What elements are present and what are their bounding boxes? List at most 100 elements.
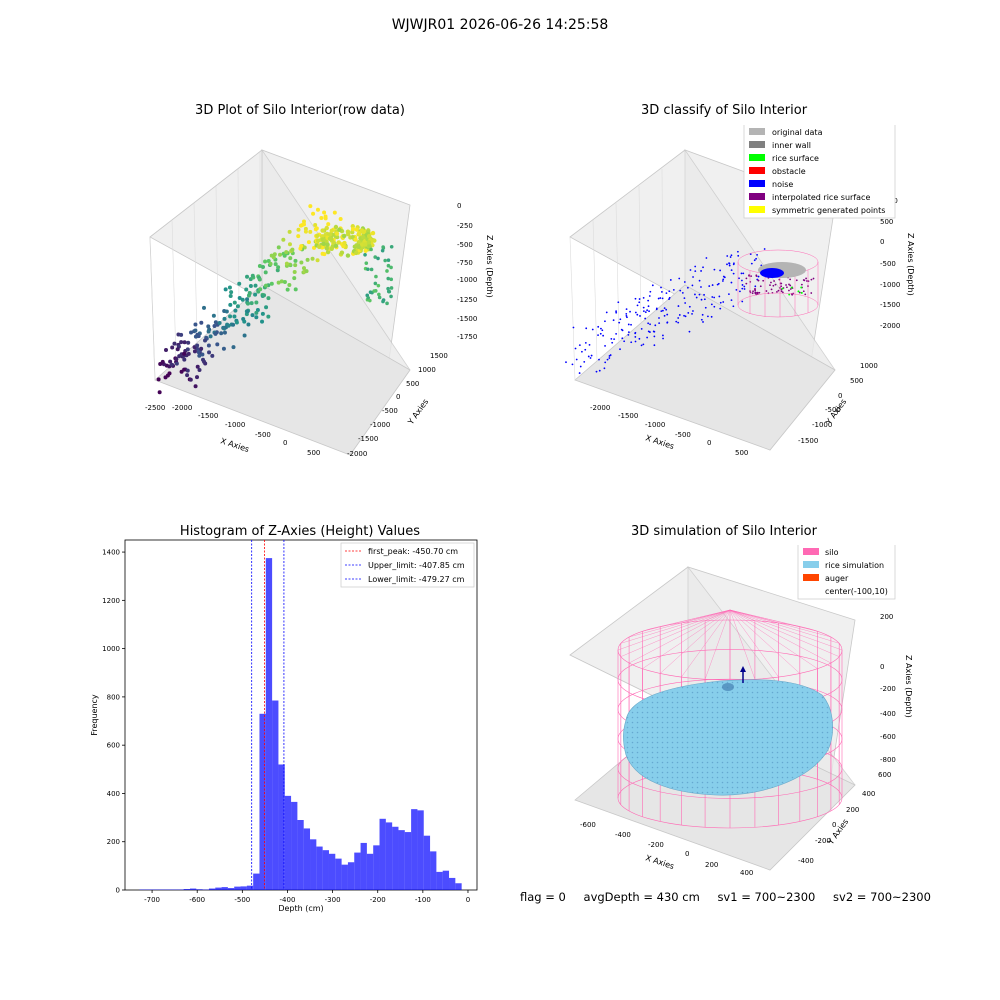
raw-point (231, 345, 236, 350)
histogram-bar (430, 851, 437, 890)
gridline (569, 236, 576, 381)
raw-point (385, 301, 389, 306)
noise-point (710, 303, 713, 306)
noise-point (737, 254, 740, 257)
raw-point (315, 238, 321, 244)
legend-swatch-symmetric (749, 206, 765, 213)
noise-point (719, 307, 722, 310)
noise-point (615, 332, 618, 335)
legend-swatch-interpolated (749, 193, 765, 200)
raw-xtick: -1000 (225, 421, 245, 429)
noise-point (710, 315, 713, 318)
raw-point (285, 287, 290, 292)
raw-point (175, 347, 180, 352)
histogram-bar (189, 888, 197, 890)
histogram-bar (253, 873, 260, 890)
classify-zlabel: Z Axies (Depth) (906, 233, 915, 296)
raw-point (386, 263, 391, 268)
raw-point (325, 242, 330, 247)
raw-point (219, 331, 224, 336)
raw-point (389, 265, 393, 270)
raw-point (322, 210, 327, 215)
noise-point (683, 281, 686, 283)
noise-point (597, 334, 599, 337)
raw-point (310, 256, 315, 261)
raw-gridlines (149, 152, 261, 381)
histogram-bar (423, 835, 431, 890)
raw-point (272, 252, 277, 257)
raw-point (325, 249, 331, 255)
noise-point (655, 307, 658, 310)
noise-point (627, 323, 630, 326)
noise-point (636, 304, 639, 307)
noise-point (600, 327, 602, 330)
raw-point (327, 232, 333, 237)
legend-label: interpolated rice surface (772, 193, 870, 202)
gridline (193, 202, 198, 343)
rice-surface-point (800, 286, 803, 289)
histogram-xtick-label: -400 (280, 896, 296, 904)
noise-point (688, 330, 691, 333)
raw-point (233, 308, 238, 313)
raw-point (249, 301, 254, 306)
raw-xtick: 500 (307, 449, 320, 457)
classify-ytick: 500 (850, 377, 863, 385)
raw-ztick: -1000 (457, 276, 477, 284)
noise-point (623, 340, 626, 343)
legend-swatch-auger (803, 574, 819, 581)
noise-point (651, 284, 654, 287)
raw-point (215, 342, 220, 347)
histogram-bar (272, 700, 279, 890)
raw-point (160, 359, 165, 364)
raw-point (258, 287, 263, 292)
interpolated-point (745, 277, 748, 280)
silo-roof-rib (729, 609, 755, 621)
raw-point (385, 269, 389, 273)
interpolated-point (805, 277, 807, 280)
raw-point (222, 330, 227, 335)
silo-roof-rib (705, 609, 731, 621)
raw-point (292, 276, 297, 281)
interpolated-point (798, 291, 801, 294)
noise-point (578, 372, 581, 374)
raw-point (174, 361, 179, 366)
raw-point (262, 293, 267, 298)
raw-point (315, 258, 320, 263)
legend-swatch-silo (803, 548, 819, 555)
noise-point (642, 343, 645, 346)
noise-point (743, 288, 746, 290)
simulation-xtick: -600 (580, 821, 596, 829)
interpolated-point (770, 288, 773, 291)
histogram-ytick-label: 800 (107, 693, 120, 701)
simulation-xlabel: X Axies (644, 853, 675, 871)
noise-point (621, 337, 624, 340)
classify-xtick: 0 (707, 439, 711, 447)
noise-point (694, 265, 697, 268)
rice-surface-point (797, 290, 800, 293)
raw-point (250, 273, 255, 278)
raw-point (287, 242, 292, 247)
raw-point (227, 285, 232, 290)
raw-point (376, 256, 380, 261)
noise-point (658, 317, 660, 319)
raw-point (185, 368, 190, 373)
legend-swatch-noise (749, 180, 765, 187)
histogram-x-ticks: -700 -600 -500 -400 -300 -200 -100 0 (144, 890, 470, 904)
noise-point (636, 313, 639, 316)
histogram-ytick-label: 200 (107, 838, 120, 846)
raw-point (354, 227, 360, 232)
raw-point (195, 364, 200, 369)
noise-point (730, 254, 733, 257)
interpolated-point (749, 280, 752, 283)
noise-point (753, 259, 756, 262)
raw-point (231, 322, 236, 327)
noise-point (707, 315, 709, 318)
noise-point (722, 301, 725, 303)
raw-point (368, 298, 372, 303)
interpolated-point (789, 278, 792, 281)
histogram-ytick-label: 600 (107, 742, 120, 750)
simulation-ztick: -800 (880, 756, 896, 764)
gridline (615, 202, 620, 343)
noise-point (755, 257, 758, 260)
raw-point (185, 347, 190, 352)
